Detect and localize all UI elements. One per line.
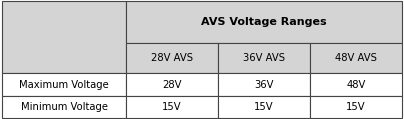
Text: 15V: 15V xyxy=(162,102,182,112)
Bar xyxy=(218,74,310,96)
Bar xyxy=(310,43,402,74)
Bar xyxy=(126,96,218,118)
Bar xyxy=(218,43,310,74)
Bar xyxy=(2,96,126,118)
Bar xyxy=(126,74,218,96)
Text: 48V AVS: 48V AVS xyxy=(335,53,377,63)
Bar xyxy=(310,74,402,96)
Text: 28V: 28V xyxy=(162,80,182,90)
Bar xyxy=(310,96,402,118)
Text: Minimum Voltage: Minimum Voltage xyxy=(21,102,107,112)
Text: 36V: 36V xyxy=(254,80,274,90)
Text: 36V AVS: 36V AVS xyxy=(243,53,285,63)
Text: 28V AVS: 28V AVS xyxy=(151,53,193,63)
Text: 15V: 15V xyxy=(254,102,274,112)
Text: 48V: 48V xyxy=(346,80,366,90)
Bar xyxy=(2,1,126,74)
Bar xyxy=(126,43,218,74)
Text: AVS Voltage Ranges: AVS Voltage Ranges xyxy=(201,17,327,27)
Text: 15V: 15V xyxy=(346,102,366,112)
Text: Maximum Voltage: Maximum Voltage xyxy=(19,80,109,90)
Bar xyxy=(126,1,402,43)
Bar xyxy=(2,74,126,96)
Bar xyxy=(218,96,310,118)
